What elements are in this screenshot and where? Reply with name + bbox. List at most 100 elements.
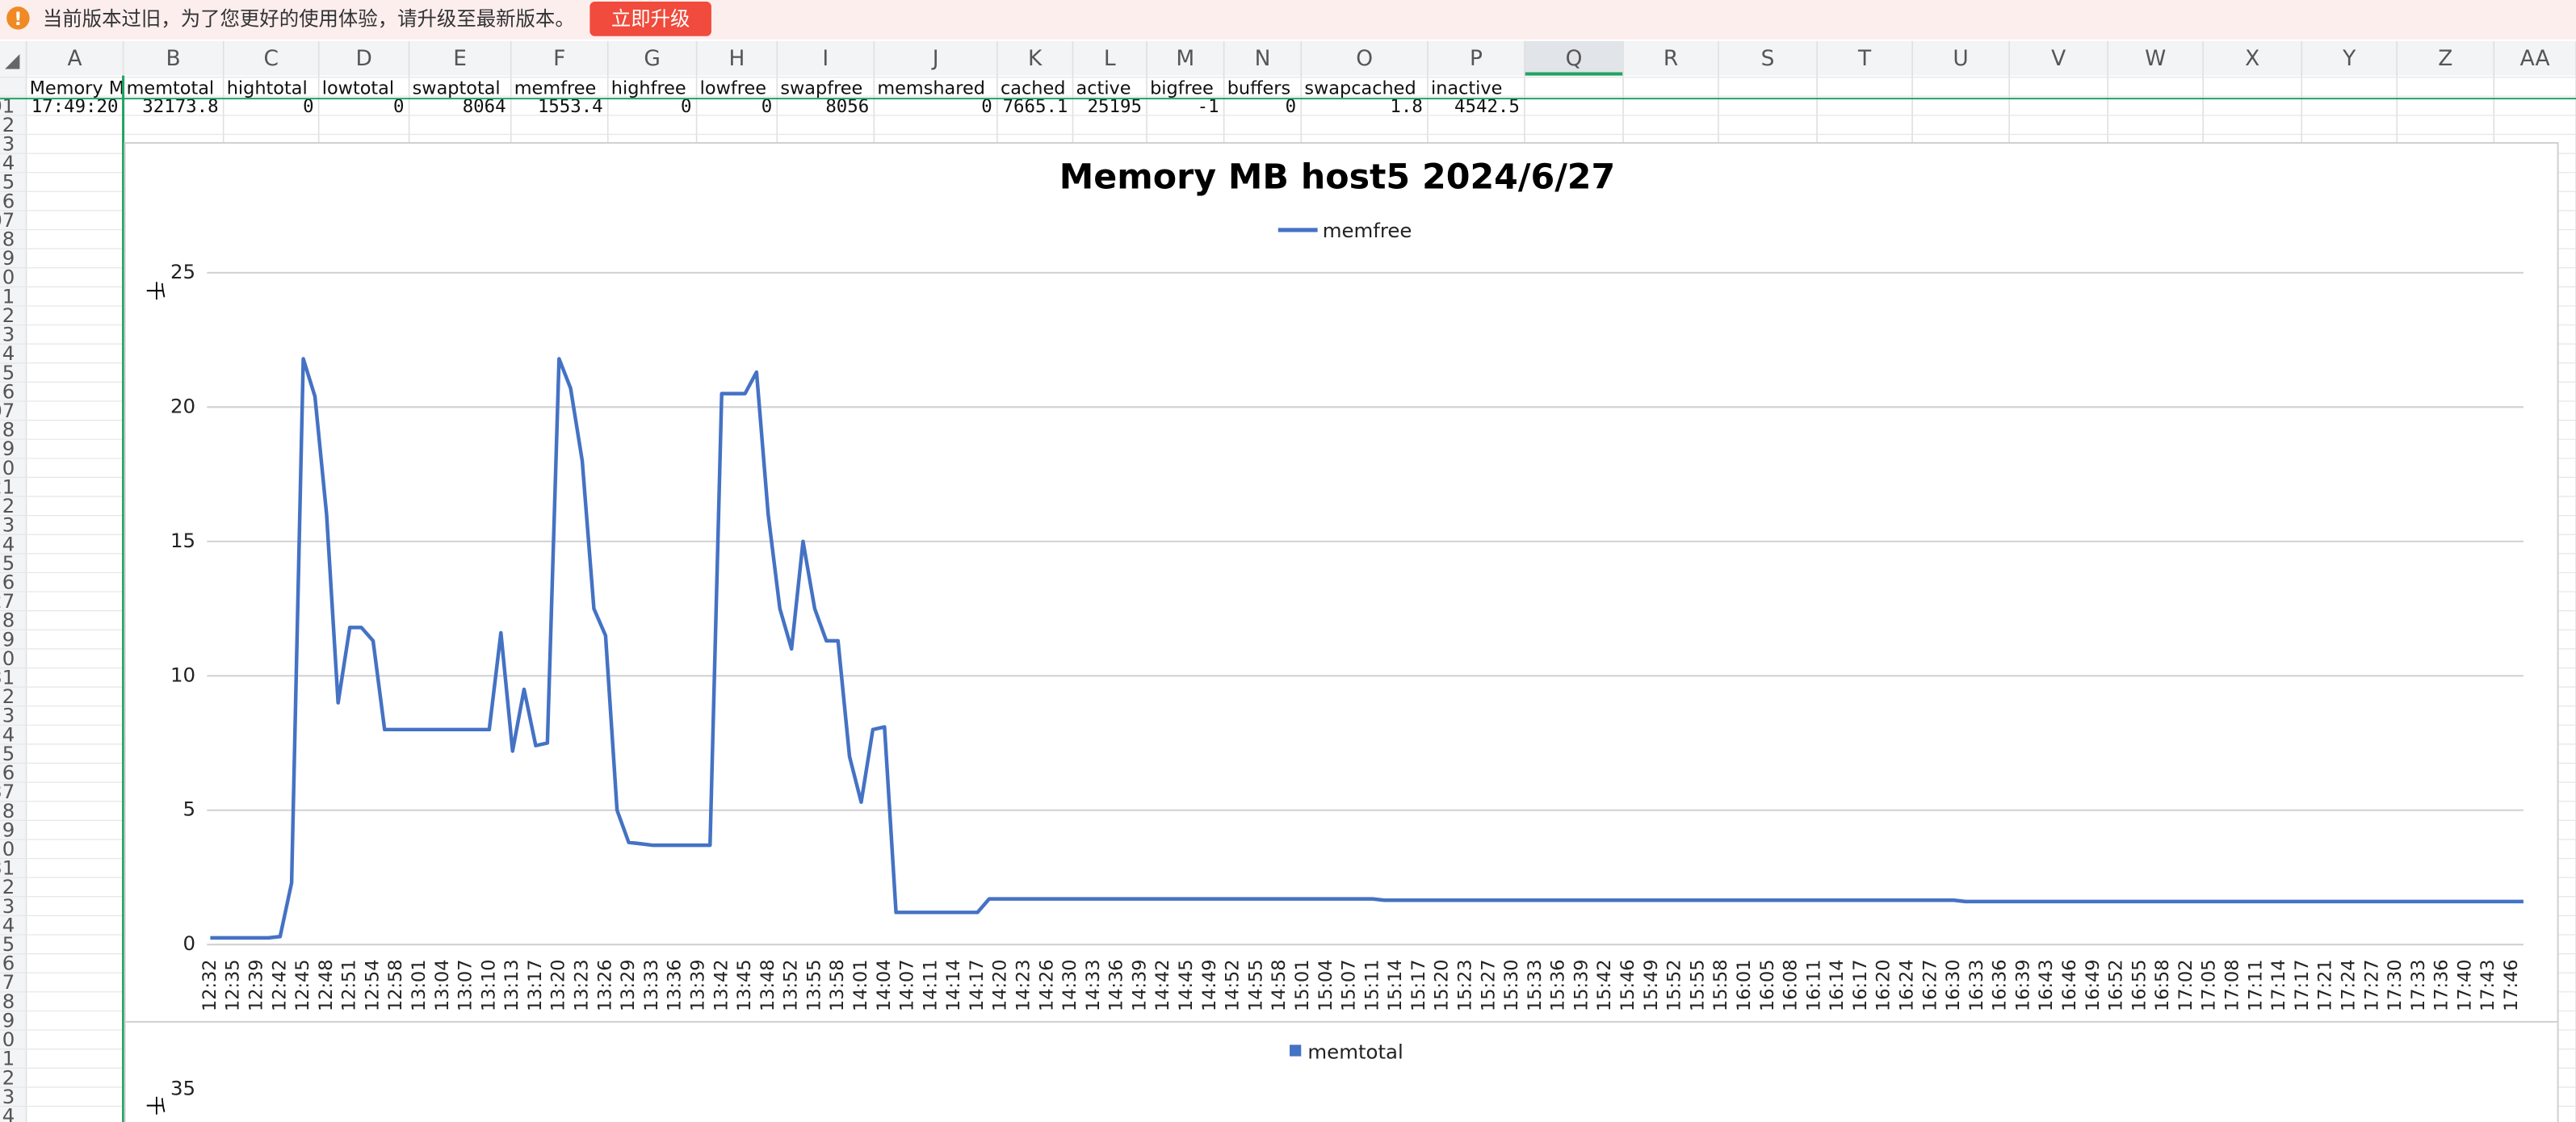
x-tick-label: 16:14 (1827, 960, 1848, 1011)
y-tick-label: 35 (170, 1076, 195, 1099)
x-tick-label: 16:49 (2083, 960, 2104, 1011)
x-tick-label: 13:17 (525, 960, 546, 1011)
header-cell: lowtotal (322, 77, 394, 98)
y-tick-label: 10 (170, 663, 195, 686)
row-number: 6 (2, 952, 15, 975)
column-letter: W (2145, 46, 2166, 71)
x-tick-label: 14:23 (1013, 960, 1034, 1011)
x-tick-label: 12:48 (316, 960, 337, 1011)
x-tick-label: 13:29 (618, 960, 639, 1011)
x-tick-label: 14:52 (1223, 960, 1244, 1011)
row-number: 4 (2, 1103, 15, 1122)
header-cell: lowfree (700, 77, 766, 98)
x-tick-label: 12:54 (362, 960, 383, 1011)
row-number: 1 (2, 1047, 15, 1070)
row-number: 0 (2, 1028, 15, 1051)
row-number: 2 (2, 875, 15, 898)
row-number: 37 (0, 780, 15, 803)
legend-swatch (1290, 1045, 1302, 1057)
header-cell: swapcached (1304, 77, 1416, 98)
row-number: 21 (0, 475, 15, 498)
column-letter: V (2051, 46, 2066, 71)
column-letter: Q (1566, 46, 1583, 71)
row-number: 4 (2, 532, 15, 555)
row-number: 01 (0, 94, 15, 117)
row-number: 2 (2, 494, 15, 517)
x-tick-label: 14:14 (943, 960, 964, 1011)
data-cell: 0 (393, 96, 404, 117)
row-number: 5 (2, 170, 15, 194)
x-tick-label: 17:02 (2175, 960, 2196, 1011)
column-letter: S (1761, 46, 1775, 71)
row-number: 2 (2, 685, 15, 708)
charts: Memory MB host5 2024/6/27 千 0 5 10 15 20 25 12:3… (124, 142, 2559, 1122)
row-number: 0 (2, 456, 15, 479)
row-number: 3 (2, 132, 15, 155)
x-tick-label: 13:39 (687, 960, 708, 1011)
x-tick-label: 15:30 (1501, 960, 1522, 1011)
x-tick-label: 17:14 (2268, 960, 2289, 1011)
y-tick-label: 20 (170, 394, 195, 417)
x-tick-label: 14:17 (967, 960, 988, 1011)
header-cell: inactive (1431, 77, 1502, 98)
upgrade-button[interactable] (589, 2, 711, 36)
column-letter: I (822, 46, 829, 71)
row-number: 4 (2, 913, 15, 936)
warning-icon (6, 6, 30, 30)
x-tick-label: 15:20 (1432, 960, 1453, 1011)
x-tick-label: 13:26 (594, 960, 615, 1011)
x-tick-label: 16:17 (1850, 960, 1871, 1011)
row-number: 1 (2, 284, 15, 308)
row-number: 9 (2, 246, 15, 270)
chart-area (124, 142, 2559, 1122)
x-tick-label: 13:42 (711, 960, 732, 1011)
x-tick-label: 13:01 (409, 960, 430, 1011)
x-tick-label: 15:58 (1710, 960, 1731, 1011)
row-number: 07 (0, 208, 15, 232)
selected-column-header (1524, 40, 1624, 76)
data-cell: 0 (761, 96, 772, 117)
x-tick-label: 15:42 (1594, 960, 1615, 1011)
column-letter: F (553, 46, 565, 71)
row-number: 8 (2, 799, 15, 823)
x-tick-label: 16:20 (1873, 960, 1894, 1011)
x-tick-label: 13:45 (734, 960, 755, 1011)
x-tick-label: 16:05 (1757, 960, 1778, 1011)
column-letter: C (263, 46, 278, 71)
x-tick-label: 16:55 (2129, 960, 2150, 1011)
row-number: 3 (2, 1085, 15, 1108)
column-letter: T (1857, 46, 1872, 71)
x-tick-label: 14:36 (1106, 960, 1127, 1011)
chart-title: Memory MB host5 2024/6/27 (1059, 157, 1615, 197)
row-number: 9 (2, 437, 15, 460)
x-tick-label: 15:04 (1315, 960, 1336, 1011)
column-letter: Z (2438, 46, 2452, 71)
row-number: 9 (2, 627, 15, 651)
x-tick-label: 17:17 (2292, 960, 2313, 1011)
x-tick-label: 17:46 (2501, 960, 2522, 1011)
x-tick-label: 15:17 (1408, 960, 1429, 1011)
row-number: 5 (2, 932, 15, 956)
row-number: 6 (2, 379, 15, 403)
upgrade-button-label[interactable]: 立即升级 (611, 6, 690, 30)
x-tick-label: 14:49 (1199, 960, 1220, 1011)
x-tick-label: 14:30 (1059, 960, 1080, 1011)
row-number: 5 (2, 361, 15, 384)
x-tick-label: 13:23 (572, 960, 593, 1011)
column-letter: U (1953, 46, 1968, 71)
header-cell: hightotal (227, 77, 308, 98)
x-tick-label: 14:20 (990, 960, 1011, 1011)
x-tick-label: 13:13 (501, 960, 522, 1011)
x-tick-label: 17:21 (2315, 960, 2336, 1011)
x-tick-label: 17:33 (2408, 960, 2429, 1011)
data-cell: 0 (681, 96, 691, 117)
x-tick-label: 14:45 (1176, 960, 1197, 1011)
x-tick-label: 14:11 (920, 960, 941, 1011)
x-tick-label: 15:27 (1478, 960, 1499, 1011)
y-tick-label: 0 (183, 932, 196, 955)
header-cell: buffers (1227, 77, 1290, 98)
column-letter: M (1176, 46, 1194, 71)
column-letter: L (1104, 46, 1116, 71)
row-number: 5 (2, 551, 15, 575)
warning-mark: ! (14, 9, 22, 30)
